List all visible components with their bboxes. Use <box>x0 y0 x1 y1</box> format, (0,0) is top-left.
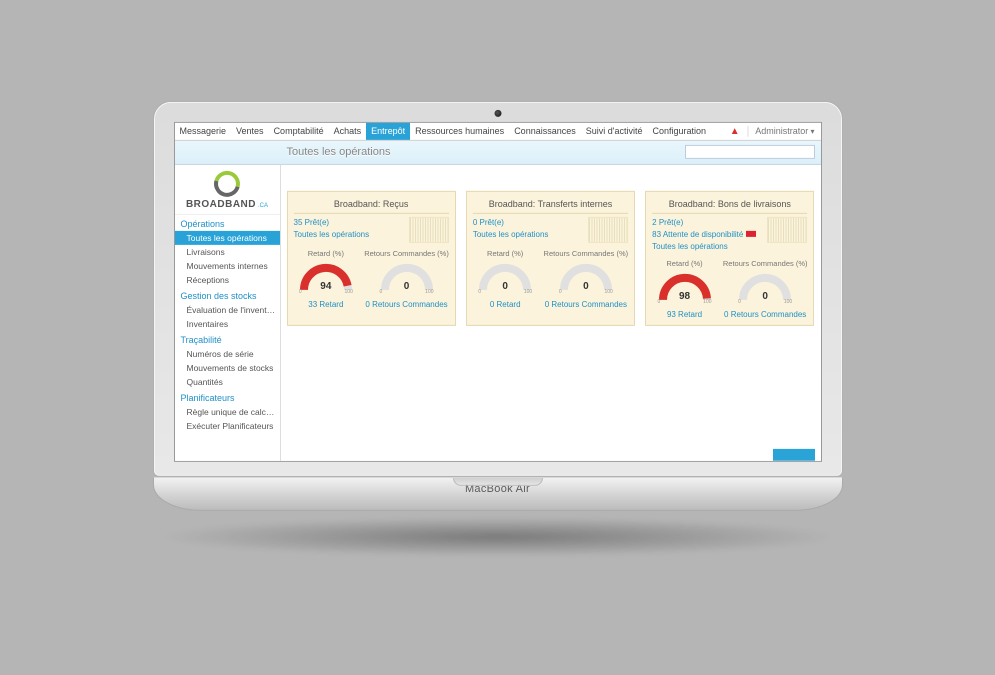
user-menu[interactable]: Administrator <box>753 126 820 136</box>
gauge-label: Retard (%) <box>652 258 717 267</box>
nav-item[interactable]: Inventaires <box>175 316 280 330</box>
card-links: 35 Prêt(e)Toutes les opérations <box>294 216 405 240</box>
gauge-ticks: 0100 <box>475 288 535 294</box>
nav-item[interactable]: Règle unique de calculs... <box>175 404 280 418</box>
nav-item[interactable]: Quantités <box>175 374 280 388</box>
laptop-notch <box>453 477 543 485</box>
search-input[interactable] <box>685 145 815 159</box>
main-content: ▦☐ Broadband: Reçus35 Prêt(e)Toutes les … <box>281 164 821 460</box>
gauge-label: Retard (%) <box>294 248 359 257</box>
card-link[interactable]: 83 Attente de disponibilité <box>652 228 763 240</box>
app-screen: MessagerieVentesComptabilitéAchatsEntrep… <box>174 121 822 461</box>
gauge-ticks: 0100 <box>655 298 715 304</box>
cards-row: Broadband: Reçus35 Prêt(e)Toutes les opé… <box>287 190 815 325</box>
nav-group-title[interactable]: Gestion des stocks <box>175 286 280 302</box>
menu-item[interactable]: Entrepôt <box>366 122 410 140</box>
logo: BROADBAND.CA <box>175 164 280 214</box>
menu-item[interactable]: Connaissances <box>509 122 581 140</box>
operation-card: Broadband: Bons de livraisons 2 Prêt(e)83… <box>645 190 814 325</box>
logo-ring-icon <box>209 166 245 202</box>
menu-item[interactable]: Suivi d'activité <box>581 122 648 140</box>
gauge-caption[interactable]: 0 Retours Commandes <box>544 299 629 308</box>
gauge-caption[interactable]: 0 Retours Commandes <box>723 309 808 318</box>
menu-item[interactable]: Achats <box>329 122 367 140</box>
nav-group-title[interactable]: Planificateurs <box>175 388 280 404</box>
card-title: Broadband: Transferts internes <box>473 196 628 213</box>
laptop-frame: MessagerieVentesComptabilitéAchatsEntrep… <box>153 100 843 556</box>
camera-icon <box>494 109 501 116</box>
menu-item[interactable]: Messagerie <box>175 122 232 140</box>
gauge-caption[interactable]: 33 Retard <box>294 299 359 308</box>
nav-item[interactable]: Numéros de série <box>175 346 280 360</box>
gauge: Retours Commandes (%) 0 01000 Retours Co… <box>723 258 808 318</box>
gauge-caption[interactable]: 0 Retard <box>473 299 538 308</box>
app-body: BROADBAND.CA OpérationsToutes les opérat… <box>175 164 821 460</box>
menu-item[interactable]: Ventes <box>231 122 269 140</box>
divider-icon: │ <box>744 126 754 136</box>
barcode-icon[interactable] <box>767 216 807 242</box>
laptop-shadow <box>158 516 838 556</box>
gauge: Retours Commandes (%) 0 01000 Retours Co… <box>544 248 629 308</box>
nav-group-title[interactable]: Traçabilité <box>175 330 280 346</box>
card-link[interactable]: Toutes les opérations <box>473 228 584 240</box>
sidebar: BROADBAND.CA OpérationsToutes les opérat… <box>175 164 281 460</box>
operation-card: Broadband: Transferts internes 0 Prêt(e)T… <box>466 190 635 325</box>
gauges-row: Retard (%) 98 010093 RetardRetours Comma… <box>652 258 807 318</box>
gauge: Retard (%) 94 010033 Retard <box>294 248 359 308</box>
operation-card: Broadband: Reçus 35 Prêt(e)Toutes les opé… <box>287 190 456 325</box>
card-link[interactable]: Toutes les opérations <box>294 228 405 240</box>
nav-item[interactable]: Toutes les opérations <box>175 230 280 244</box>
menu-item[interactable]: Ressources humaines <box>410 122 509 140</box>
card-link[interactable]: Toutes les opérations <box>652 240 763 252</box>
nav-item[interactable]: Exécuter Planificateurs <box>175 418 280 432</box>
gauges-row: Retard (%) 94 010033 RetardRetours Comma… <box>294 248 449 308</box>
card-link[interactable]: 2 Prêt(e) <box>652 216 763 228</box>
screen-bezel: MessagerieVentesComptabilitéAchatsEntrep… <box>153 100 843 476</box>
card-head: 35 Prêt(e)Toutes les opérations <box>294 216 449 242</box>
nav-item[interactable]: Livraisons <box>175 244 280 258</box>
main-menubar: MessagerieVentesComptabilitéAchatsEntrep… <box>175 122 821 140</box>
menu-item[interactable]: Configuration <box>647 122 711 140</box>
gauges-row: Retard (%) 0 01000 RetardRetours Command… <box>473 248 628 308</box>
alert-icon[interactable]: ▲ <box>726 125 744 136</box>
menu-item[interactable]: Comptabilité <box>269 122 329 140</box>
nav-item[interactable]: Réceptions <box>175 272 280 286</box>
search-wrap: 🔍 <box>685 145 815 159</box>
card-links: 2 Prêt(e)83 Attente de disponibilitéTout… <box>652 216 763 252</box>
card-title: Broadband: Reçus <box>294 196 449 213</box>
barcode-icon[interactable] <box>409 216 449 242</box>
sidebar-nav: OpérationsToutes les opérationsLivraison… <box>175 214 280 432</box>
card-link[interactable]: 35 Prêt(e) <box>294 216 405 228</box>
nav-group-title[interactable]: Opérations <box>175 214 280 230</box>
card-title: Broadband: Bons de livraisons <box>652 196 807 213</box>
gauge-label: Retours Commandes (%) <box>723 258 808 267</box>
logo-text: BROADBAND <box>186 198 256 209</box>
gauge: Retard (%) 0 01000 Retard <box>473 248 538 308</box>
gauge-ticks: 0100 <box>556 288 616 294</box>
sub-header: Toutes les opérations 🔍 <box>175 140 821 164</box>
card-head: 2 Prêt(e)83 Attente de disponibilitéTout… <box>652 216 807 252</box>
late-flag-icon <box>746 231 756 237</box>
gauge-ticks: 0100 <box>296 288 356 294</box>
gauge-caption[interactable]: 93 Retard <box>652 309 717 318</box>
gauge-caption[interactable]: 0 Retours Commandes <box>364 299 449 308</box>
nav-item[interactable]: Évaluation de l'inventair... <box>175 302 280 316</box>
page-title: Toutes les opérations <box>281 146 391 158</box>
card-links: 0 Prêt(e)Toutes les opérations <box>473 216 584 240</box>
gauge-label: Retard (%) <box>473 248 538 257</box>
gauge: Retours Commandes (%) 0 01000 Retours Co… <box>364 248 449 308</box>
nav-item[interactable]: Mouvements de stocks <box>175 360 280 374</box>
card-link[interactable]: 0 Prêt(e) <box>473 216 584 228</box>
logo-subtext: .CA <box>258 202 268 208</box>
card-head: 0 Prêt(e)Toutes les opérations <box>473 216 628 242</box>
laptop-base: MacBook Air <box>153 476 843 510</box>
gauge-label: Retours Commandes (%) <box>544 248 629 257</box>
gauge: Retard (%) 98 010093 Retard <box>652 258 717 318</box>
nav-item[interactable]: Mouvements internes <box>175 258 280 272</box>
gauge-label: Retours Commandes (%) <box>364 248 449 257</box>
barcode-icon[interactable] <box>588 216 628 242</box>
gauge-ticks: 0100 <box>377 288 437 294</box>
footer-button[interactable] <box>773 448 815 460</box>
gauge-ticks: 0100 <box>735 298 795 304</box>
